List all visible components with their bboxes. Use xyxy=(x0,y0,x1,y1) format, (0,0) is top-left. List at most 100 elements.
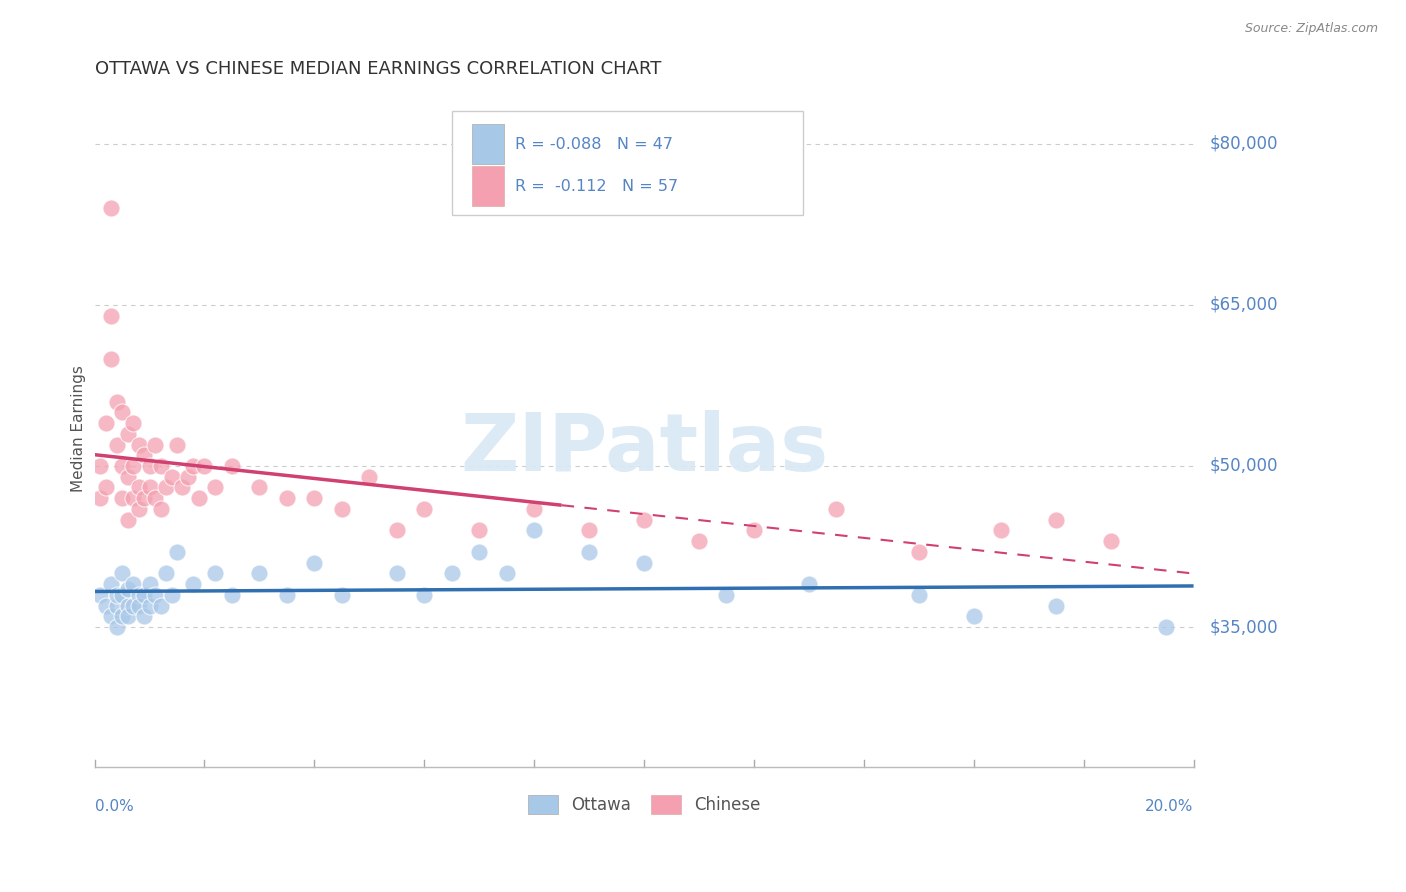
Point xyxy=(578,545,600,559)
Text: 0.0%: 0.0% xyxy=(94,798,134,814)
Point xyxy=(105,620,128,634)
Point xyxy=(132,491,155,506)
Point xyxy=(166,545,188,559)
Point xyxy=(132,588,155,602)
Point xyxy=(276,491,298,506)
Point xyxy=(155,566,177,581)
Text: $35,000: $35,000 xyxy=(1211,618,1278,636)
Point xyxy=(111,566,134,581)
Point xyxy=(1154,620,1177,634)
Point xyxy=(578,524,600,538)
Point xyxy=(276,588,298,602)
Y-axis label: Median Earnings: Median Earnings xyxy=(72,365,86,491)
Point xyxy=(204,480,226,494)
Point xyxy=(468,524,491,538)
Point xyxy=(177,469,200,483)
Point xyxy=(468,545,491,559)
Point xyxy=(143,588,166,602)
Text: R = -0.088   N = 47: R = -0.088 N = 47 xyxy=(516,136,673,152)
Point xyxy=(1045,513,1067,527)
Point xyxy=(122,416,145,430)
Point xyxy=(89,458,111,473)
Point xyxy=(304,491,326,506)
Point xyxy=(138,458,160,473)
Point xyxy=(413,502,436,516)
Point xyxy=(117,426,139,441)
Text: $65,000: $65,000 xyxy=(1211,296,1278,314)
Point xyxy=(495,566,517,581)
Point xyxy=(128,588,150,602)
Point xyxy=(111,405,134,419)
Point xyxy=(330,502,353,516)
Text: OTTAWA VS CHINESE MEDIAN EARNINGS CORRELATION CHART: OTTAWA VS CHINESE MEDIAN EARNINGS CORREL… xyxy=(94,60,661,78)
Point xyxy=(128,480,150,494)
Point xyxy=(155,480,177,494)
Point xyxy=(330,588,353,602)
Text: ZIPatlas: ZIPatlas xyxy=(460,409,828,488)
Point xyxy=(149,458,172,473)
Point xyxy=(111,588,134,602)
Point xyxy=(94,416,117,430)
Point xyxy=(160,469,183,483)
Point xyxy=(105,394,128,409)
Point xyxy=(128,599,150,613)
Point xyxy=(172,480,194,494)
Point xyxy=(825,502,848,516)
Point xyxy=(742,524,765,538)
Point xyxy=(122,577,145,591)
Point xyxy=(132,609,155,624)
Point xyxy=(100,609,122,624)
Point xyxy=(907,588,929,602)
Point xyxy=(963,609,986,624)
Point xyxy=(128,437,150,451)
Point xyxy=(193,458,215,473)
Point xyxy=(100,309,122,323)
Point xyxy=(183,577,205,591)
Point xyxy=(100,577,122,591)
Point xyxy=(633,513,655,527)
Point xyxy=(385,524,408,538)
Bar xyxy=(471,124,505,164)
Point xyxy=(149,502,172,516)
Point xyxy=(149,599,172,613)
Point xyxy=(117,609,139,624)
Point xyxy=(138,599,160,613)
Point xyxy=(138,480,160,494)
Point xyxy=(122,458,145,473)
Point xyxy=(1045,599,1067,613)
Point xyxy=(132,448,155,462)
Point xyxy=(633,556,655,570)
Text: $50,000: $50,000 xyxy=(1211,457,1278,475)
Point xyxy=(304,556,326,570)
Point xyxy=(249,480,271,494)
Text: Source: ZipAtlas.com: Source: ZipAtlas.com xyxy=(1244,22,1378,36)
Point xyxy=(440,566,463,581)
Point xyxy=(117,582,139,597)
Point xyxy=(122,491,145,506)
Point xyxy=(111,609,134,624)
Point xyxy=(89,491,111,506)
Point xyxy=(128,502,150,516)
Point xyxy=(122,599,145,613)
Point xyxy=(138,577,160,591)
Point xyxy=(716,588,738,602)
Point xyxy=(111,458,134,473)
Point xyxy=(166,437,188,451)
Text: $80,000: $80,000 xyxy=(1211,135,1278,153)
Point xyxy=(204,566,226,581)
Bar xyxy=(471,166,505,206)
Point xyxy=(117,599,139,613)
Point xyxy=(523,502,546,516)
Point xyxy=(94,599,117,613)
Point xyxy=(385,566,408,581)
Point xyxy=(1099,534,1122,549)
Point xyxy=(89,588,111,602)
Point xyxy=(359,469,381,483)
Point xyxy=(413,588,436,602)
Point xyxy=(143,491,166,506)
Point xyxy=(188,491,211,506)
Point xyxy=(117,513,139,527)
Point xyxy=(183,458,205,473)
Text: 20.0%: 20.0% xyxy=(1144,798,1194,814)
Point xyxy=(221,458,243,473)
